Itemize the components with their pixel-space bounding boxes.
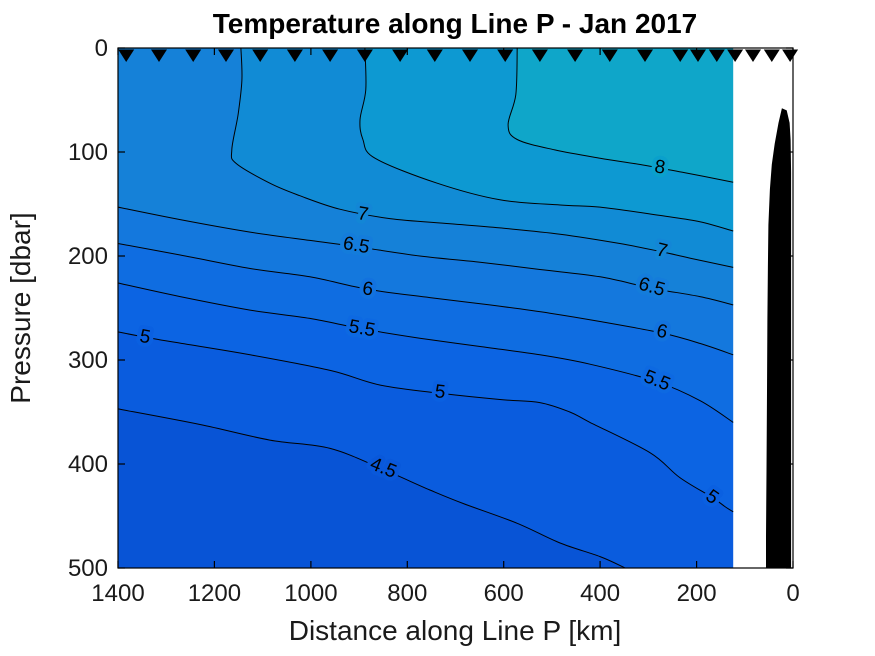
contour-band-8-8.5 (508, 48, 734, 183)
station-marker (763, 49, 780, 62)
station-marker (567, 49, 584, 62)
station-marker (745, 49, 761, 62)
y-tick-label: 100 (68, 139, 108, 166)
station-markers (118, 49, 799, 62)
station-marker (497, 49, 514, 62)
station-marker (392, 49, 409, 62)
contour-band-7.5-8 (359, 48, 734, 231)
station-marker (462, 49, 478, 62)
x-axis-label: Distance along Line P [km] (289, 615, 622, 646)
contour-line-6.5 (117, 206, 734, 306)
x-tick-label: 1200 (188, 580, 241, 607)
axis-box-and-ticks (117, 47, 794, 569)
station-marker (426, 49, 443, 62)
contour-band-6.5-7 (118, 48, 734, 305)
station-marker (286, 49, 303, 62)
x-tick-label: 800 (387, 580, 427, 607)
station-marker (218, 49, 234, 62)
station-marker (151, 49, 167, 62)
y-tick-label: 500 (68, 555, 108, 582)
contour-band-7-7.5 (231, 48, 734, 268)
station-marker (356, 49, 373, 62)
station-marker (118, 49, 135, 62)
y-tick-label: 0 (95, 35, 108, 62)
contour-bands (118, 48, 734, 568)
x-tick-label: 1400 (91, 580, 144, 607)
x-tick-label: 0 (786, 580, 799, 607)
bathymetry (766, 108, 792, 569)
station-marker (708, 49, 725, 62)
axis-box (117, 47, 794, 569)
station-marker (252, 49, 269, 62)
station-marker (672, 49, 689, 62)
station-marker (782, 49, 799, 62)
station-marker (322, 49, 339, 62)
station-marker (690, 49, 706, 62)
contour-line-8 (507, 47, 734, 183)
station-marker (601, 49, 618, 62)
y-axis-label: Pressure [dbar] (5, 212, 36, 403)
contour-line-5 (117, 331, 734, 513)
contour-label-5: 5 (434, 381, 447, 403)
plot-title: Temperature along Line P - Jan 2017 (213, 8, 697, 39)
contour-line-7 (230, 47, 734, 268)
contour-band-<4.5 (118, 408, 626, 568)
x-tick-label: 400 (580, 580, 620, 607)
contour-band-5.5-6 (118, 243, 734, 423)
contour-band-5-5.5 (118, 283, 734, 512)
contour-band-4.5-5 (118, 331, 734, 568)
x-tick-label: 200 (677, 580, 717, 607)
station-marker (185, 49, 202, 62)
contour-line-4.5 (117, 408, 626, 569)
contour-line-5.5 (117, 282, 734, 423)
y-tick-label: 400 (68, 451, 108, 478)
x-tick-label: 1000 (284, 580, 337, 607)
station-marker (637, 49, 653, 62)
contour-lines (117, 47, 734, 569)
y-tick-label: 200 (68, 243, 108, 270)
x-tick-label: 600 (484, 580, 524, 607)
tick-labels: 1400 1200 1000 800 600 400 200 0 0 100 200 300 400 50… (68, 35, 800, 607)
station-marker (531, 49, 548, 62)
bathymetry-shape (766, 108, 792, 569)
contour-line-6 (117, 243, 734, 356)
station-marker (727, 49, 744, 62)
y-tick-label: 300 (68, 347, 108, 374)
contour-line-7.5 (359, 47, 734, 232)
